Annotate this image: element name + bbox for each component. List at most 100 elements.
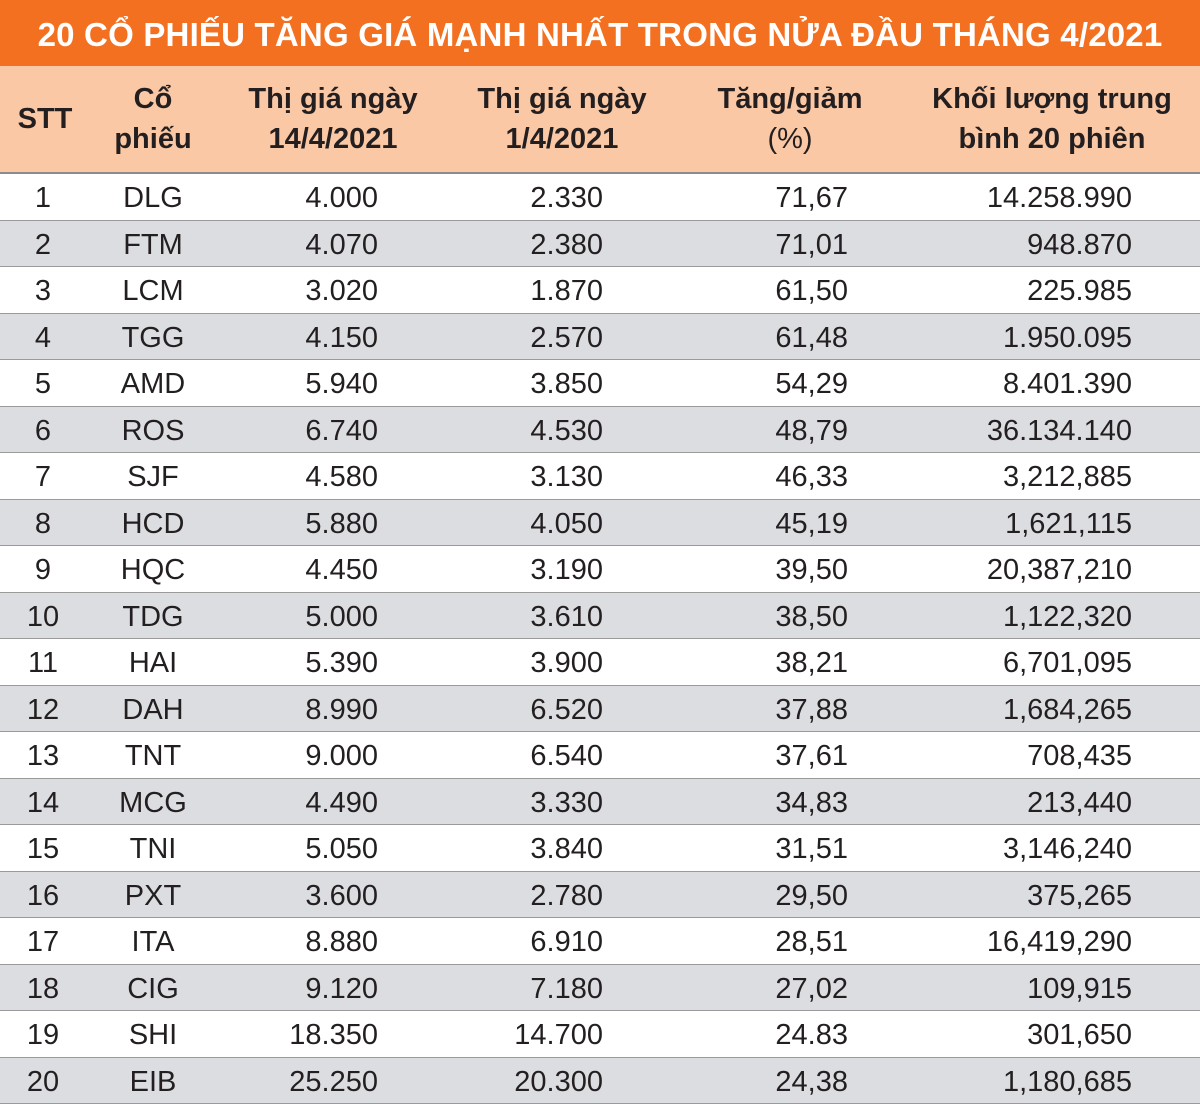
table-cell: 11 [27, 647, 59, 679]
table-cell: 3.610 [530, 600, 603, 633]
table-cell: 6.910 [530, 926, 603, 958]
table-cell: 3.330 [530, 786, 603, 819]
table-row: 20 EIB 25.250 20.300 24,38 1,180,685 [0, 1057, 1200, 1104]
table-cell: 4.530 [530, 414, 603, 447]
table-cell: PXT [124, 879, 182, 912]
table-cell: 34,83 [775, 786, 848, 819]
table-cell: 5.880 [305, 507, 378, 540]
table-cell: 18.350 [289, 1019, 378, 1051]
table-cell: 15 [26, 833, 60, 865]
header-line: phiếu [114, 123, 192, 155]
table-cell: 24,38 [775, 1065, 848, 1098]
table-cell: CIG [127, 972, 179, 1005]
table-cell: 5 [34, 368, 52, 400]
header-line: (%) [767, 123, 813, 155]
table-cell: 14 [26, 786, 60, 819]
table-cell: 45,19 [775, 507, 848, 540]
table-cell: 109,915 [1027, 972, 1132, 1005]
table-cell: 3.190 [530, 554, 603, 586]
table-cell: MCG [119, 786, 187, 819]
table-row: 12 DAH 8.990 6.520 37,88 1,684,265 [0, 685, 1200, 732]
table-cell: 301,650 [1027, 1019, 1132, 1051]
table-cell: 4.150 [305, 321, 378, 354]
table-cell: 6 [34, 414, 52, 447]
table-cell: 5.000 [305, 600, 378, 633]
table-cell: 71,01 [775, 228, 848, 261]
table-cell: 13 [26, 740, 60, 772]
table-row: 3 LCM 3.020 1.870 61,50 225.985 [0, 267, 1200, 314]
table-cell: 1.870 [530, 275, 603, 307]
table-cell: 1,684,265 [1002, 693, 1132, 726]
table-row: 19 SHI 18.350 14.700 24.83 301,650 [0, 1011, 1200, 1058]
table-row: 10 TDG 5.000 3.610 38,50 1,122,320 [0, 592, 1200, 639]
table-cell: 8.401.390 [1002, 368, 1132, 400]
table-cell: 9.000 [305, 740, 378, 772]
table-cell: 36.134.140 [986, 414, 1132, 447]
table-cell: 4.580 [305, 461, 378, 493]
table-cell: 16 [26, 879, 60, 912]
table-cell: 2.380 [530, 228, 603, 261]
table-cell: 4.450 [305, 554, 378, 586]
header-line: Tăng/giảm [717, 83, 863, 115]
table-row: 8 HCD 5.880 4.050 45,19 1,621,115 [0, 499, 1200, 546]
table-cell: ROS [121, 414, 185, 447]
table-cell: 1,621,115 [1005, 507, 1132, 540]
table-cell: DLG [123, 182, 183, 214]
table-row: 1 DLG 4.000 2.330 71,67 14.258.990 [0, 174, 1200, 221]
table-cell: 10 [26, 600, 60, 633]
table-cell: 48,79 [775, 414, 848, 447]
table-cell: 3.600 [305, 879, 378, 912]
table-cell: ITA [131, 926, 175, 958]
table-cell: FTM [123, 228, 183, 261]
table-cell: 6.520 [530, 693, 603, 726]
table-cell: 6.540 [530, 740, 603, 772]
table-cell: 4.070 [305, 228, 378, 261]
table-cell: HQC [120, 554, 186, 586]
table-cell: 37,61 [775, 740, 848, 772]
table-cell: 4.000 [305, 182, 378, 214]
table-row: 14 MCG 4.490 3.330 34,83 213,440 [0, 778, 1200, 825]
table-cell: 4 [34, 321, 52, 354]
table-cell: 61,50 [775, 275, 848, 307]
table-cell: 5.390 [305, 647, 378, 679]
table-cell: 3.840 [530, 833, 603, 865]
table-cell: 17 [26, 926, 60, 958]
table-cell: 39,50 [775, 554, 848, 586]
table-cell: 37,88 [775, 693, 848, 726]
header-line: Khối lượng trung [932, 83, 1172, 115]
table-cell: 3,146,240 [1002, 833, 1132, 865]
table-cell: 8 [34, 507, 52, 540]
table-row: 2 FTM 4.070 2.380 71,01 948.870 [0, 220, 1200, 267]
table-cell: 38,50 [775, 600, 848, 633]
table-cell: 46,33 [775, 461, 848, 493]
table-row: 17 ITA 8.880 6.910 28,51 16,419,290 [0, 918, 1200, 965]
table-cell: 4.050 [530, 507, 603, 540]
table-cell: 24.83 [775, 1019, 848, 1051]
header-line: 1/4/2021 [505, 123, 619, 155]
table-cell: 31,51 [775, 833, 848, 865]
table-cell: 7.180 [530, 972, 603, 1005]
header-line: bình 20 phiên [958, 123, 1146, 155]
table-cell: 375,265 [1027, 879, 1132, 912]
table-cell: 1 [34, 182, 52, 214]
table-cell: 5.050 [305, 833, 378, 865]
table-cell: 20.300 [514, 1065, 603, 1098]
table-row: 18 CIG 9.120 7.180 27,02 109,915 [0, 964, 1200, 1011]
table-row: 13 TNT 9.000 6.540 37,61 708,435 [0, 732, 1200, 779]
table-cell: 18 [26, 972, 60, 1005]
table-cell: 14.258.990 [986, 182, 1132, 214]
table-cell: 9.120 [305, 972, 378, 1005]
title: 20 CỔ PHIẾU TĂNG GIÁ MẠNH NHẤT TRONG NỬA… [0, 0, 1200, 66]
table-cell: 2.330 [530, 182, 603, 214]
table-cell: TNI [129, 833, 177, 865]
table-header: STT Cổ phiếu Thị giá ngày 14/4/2021 Thị giá n… [0, 66, 1200, 174]
table-cell: 3 [34, 275, 52, 307]
header-line: STT [17, 103, 73, 135]
table-cell: 71,67 [775, 182, 848, 214]
table-cell: 6,701,095 [1002, 647, 1132, 679]
table-cell: 54,29 [775, 368, 848, 400]
table-cell: DAH [122, 693, 184, 726]
header-line: 14/4/2021 [268, 123, 398, 155]
table-cell: 2 [34, 228, 52, 261]
